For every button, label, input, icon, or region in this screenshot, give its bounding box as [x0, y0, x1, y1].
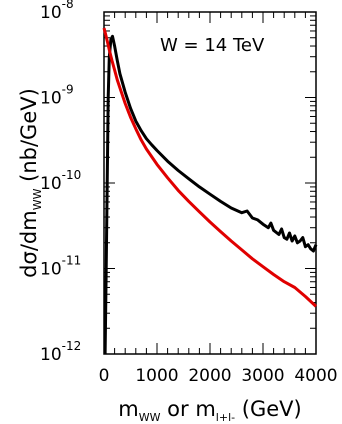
y-tick-base: 10: [40, 345, 62, 365]
y-tick-exponent: -10: [62, 168, 82, 182]
energy-annotation: W = 14 TeV: [160, 35, 265, 56]
y-tick-exponent: -11: [62, 254, 82, 268]
y-tick-label: 10-11: [40, 254, 81, 280]
series-line-2: [102, 27, 318, 308]
x-axis-title-main: m: [118, 397, 138, 421]
y-axis-title-main: dσ/dm: [17, 210, 41, 278]
x-tick-label: 1000: [135, 366, 178, 386]
x-tick-label: 4000: [294, 366, 337, 386]
x-tick-label: 2000: [188, 366, 231, 386]
series-layer: [102, 27, 318, 355]
series-line-1: [103, 34, 318, 355]
y-tick-exponent: -9: [62, 83, 74, 97]
x-axis-title-sub-ww: WW: [139, 411, 161, 424]
x-axis-title-mid: or m: [161, 397, 216, 421]
y-axis-title-sub: WW: [31, 188, 44, 210]
y-tick-exponent: -8: [62, 0, 74, 11]
y-tick-base: 10: [40, 89, 62, 109]
x-axis-title-tail: (GeV): [235, 397, 302, 421]
x-tick-label: 0: [99, 366, 110, 386]
x-tick-label: 3000: [241, 366, 284, 386]
ticks: [103, 11, 317, 355]
y-tick-label: 10-9: [40, 83, 74, 109]
x-axis-title: mWW or ml+l- (GeV): [118, 397, 301, 424]
y-tick-label: 10-8: [40, 0, 74, 23]
y-tick-exponent: -12: [62, 339, 82, 353]
y-axis-title-tail: (nb/GeV): [17, 88, 41, 188]
plot-frame: [103, 11, 317, 355]
y-tick-label: 10-10: [40, 168, 81, 194]
y-tick-base: 10: [40, 174, 62, 194]
y-tick-base: 10: [40, 3, 62, 23]
y-tick-base: 10: [40, 260, 62, 280]
y-tick-label: 10-12: [40, 339, 81, 365]
x-axis-title-sub-ll: l+l-: [216, 411, 235, 424]
y-axis-title: dσ/dmWW (nb/GeV): [17, 88, 44, 278]
